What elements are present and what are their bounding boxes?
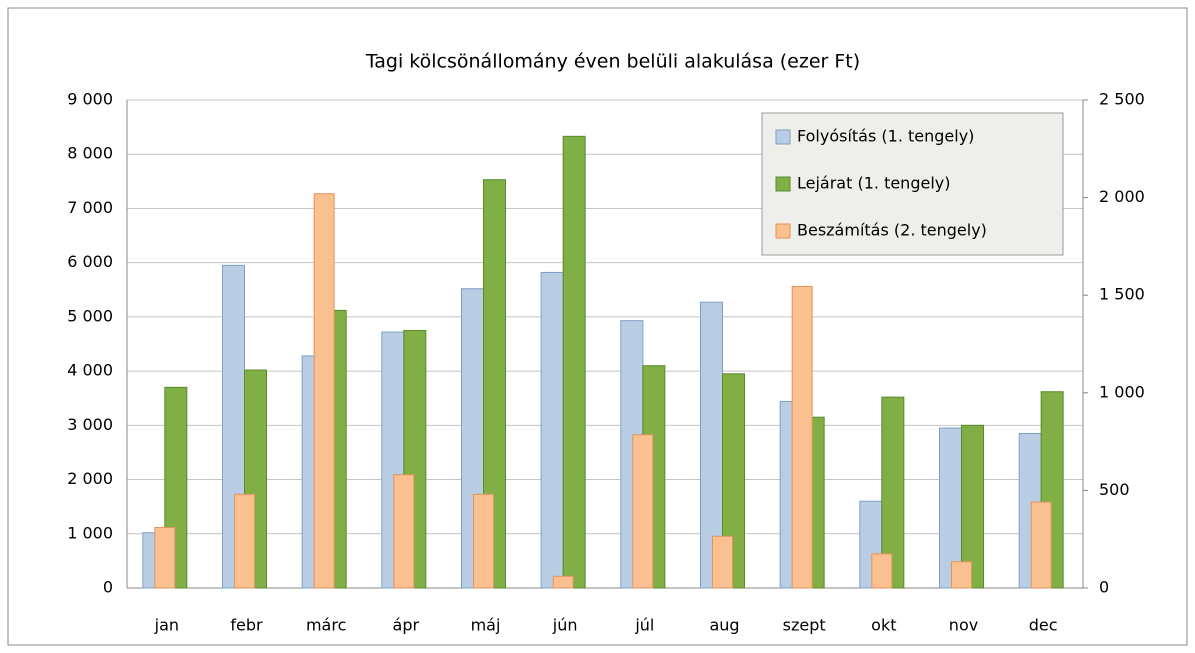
y-tick-label: 0 — [103, 578, 113, 597]
bar — [712, 535, 733, 589]
x-tick-label: okt — [871, 616, 896, 635]
x-tick-label: ápr — [393, 616, 420, 635]
bar — [540, 271, 564, 589]
legend-swatch — [775, 223, 791, 239]
bar — [552, 575, 574, 589]
legend — [761, 112, 1064, 256]
bar — [562, 135, 586, 589]
y2-tick-label: 1 000 — [1099, 382, 1145, 401]
x-tick-label: máj — [471, 616, 501, 635]
y2-tick-label: 500 — [1099, 480, 1130, 499]
x-tick-label: júl — [634, 616, 654, 635]
y-tick-label: 9 000 — [67, 90, 113, 109]
y-tick-label: 6 000 — [67, 252, 113, 271]
y2-tick-label: 2 000 — [1099, 187, 1145, 206]
bar — [871, 553, 893, 589]
bar — [393, 474, 415, 589]
y-tick-label: 3 000 — [67, 415, 113, 434]
legend-label: Beszámítás (2. tengely) — [797, 221, 987, 240]
legend-swatch — [775, 176, 791, 192]
bar — [632, 434, 654, 589]
x-tick-label: febr — [230, 616, 263, 635]
x-tick-label: márc — [306, 616, 346, 635]
bar — [951, 561, 972, 589]
y-tick-label: 5 000 — [67, 306, 113, 325]
x-tick-label: jan — [154, 616, 179, 635]
x-tick-label: aug — [709, 616, 739, 635]
y2-tick-label: 1 500 — [1099, 285, 1145, 304]
y-tick-label: 7 000 — [67, 198, 113, 217]
legend-label: Lejárat (1. tengely) — [797, 174, 950, 193]
y-tick-label: 4 000 — [67, 361, 113, 380]
bar — [881, 396, 905, 589]
bar — [1030, 501, 1052, 589]
bar — [313, 193, 335, 589]
x-tick-label: jún — [552, 616, 578, 635]
chart-title: Tagi kölcsönállomány éven belüli alakulá… — [365, 51, 860, 73]
x-tick-label: szept — [783, 616, 826, 635]
x-tick-label: dec — [1029, 616, 1058, 635]
y-tick-label: 1 000 — [67, 523, 113, 542]
y2-tick-label: 0 — [1099, 578, 1109, 597]
y-tick-label: 8 000 — [67, 144, 113, 163]
bar — [483, 179, 506, 589]
x-tick-label: nov — [949, 616, 978, 635]
y-tick-label: 2 000 — [67, 469, 113, 488]
bar — [791, 285, 813, 589]
bar — [722, 373, 745, 589]
bar — [961, 424, 984, 589]
bar — [473, 493, 494, 589]
legend-label: Folyósítás (1. tengely) — [797, 127, 974, 146]
legend-swatch — [775, 129, 791, 145]
y2-tick-label: 2 500 — [1099, 90, 1145, 109]
bar — [234, 493, 255, 589]
bar — [154, 526, 176, 589]
